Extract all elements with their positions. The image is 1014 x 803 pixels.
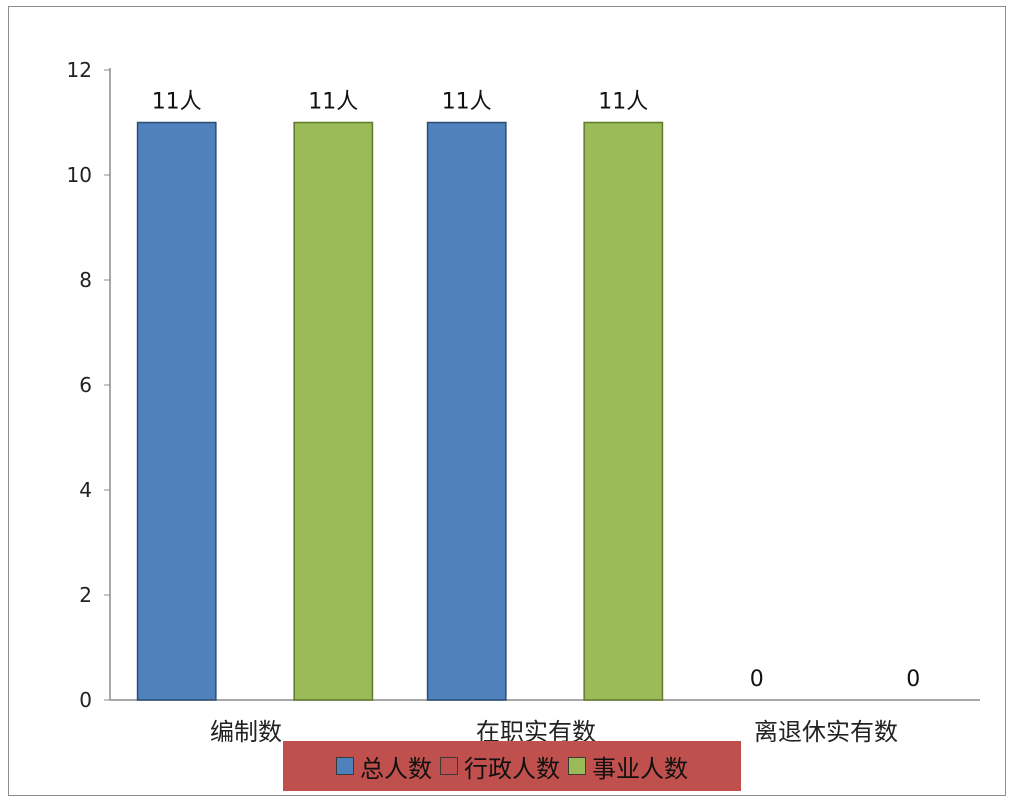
- legend-text: 行政人数: [464, 754, 560, 783]
- legend-text: 总人数: [360, 754, 432, 783]
- legend-swatch: [336, 757, 354, 775]
- bar-1-2: [583, 121, 664, 701]
- legend-item: 行政人数: [440, 749, 560, 784]
- legend-swatch: [440, 757, 458, 775]
- legend-item: 事业人数: [568, 749, 688, 784]
- y-tick-label: 10: [67, 163, 92, 187]
- y-tick-label: 6: [79, 373, 92, 397]
- legend-item: 总人数: [336, 749, 432, 784]
- y-tick-label: 4: [79, 478, 92, 502]
- bars: [136, 121, 664, 701]
- y-tick-label: 2: [79, 583, 92, 607]
- category-label: 离退休实有数: [754, 718, 898, 746]
- y-tick-label: 12: [67, 58, 92, 82]
- data-label: 11人: [152, 90, 202, 115]
- bar-1-0: [426, 121, 507, 701]
- bar-0-0: [136, 121, 217, 701]
- data-label: 0: [750, 667, 764, 692]
- data-label: 0: [906, 667, 920, 692]
- legend-text: 事业人数: [592, 754, 688, 783]
- data-labels: 11人 11人 11人 11人 0 0: [152, 90, 921, 693]
- data-label: 11人: [442, 90, 492, 115]
- axes: [109, 68, 980, 701]
- legend: 总人数 行政人数 事业人数: [283, 741, 741, 791]
- y-tick-label: 8: [79, 268, 92, 292]
- data-label: 11人: [598, 90, 648, 115]
- category-label: 编制数: [210, 718, 282, 746]
- y-tick-labels: 0 2 4 6 8 10 12: [67, 58, 110, 712]
- y-tick-label: 0: [79, 688, 92, 712]
- data-label: 11人: [308, 90, 358, 115]
- bar-0-2: [293, 121, 374, 701]
- legend-swatch: [568, 757, 586, 775]
